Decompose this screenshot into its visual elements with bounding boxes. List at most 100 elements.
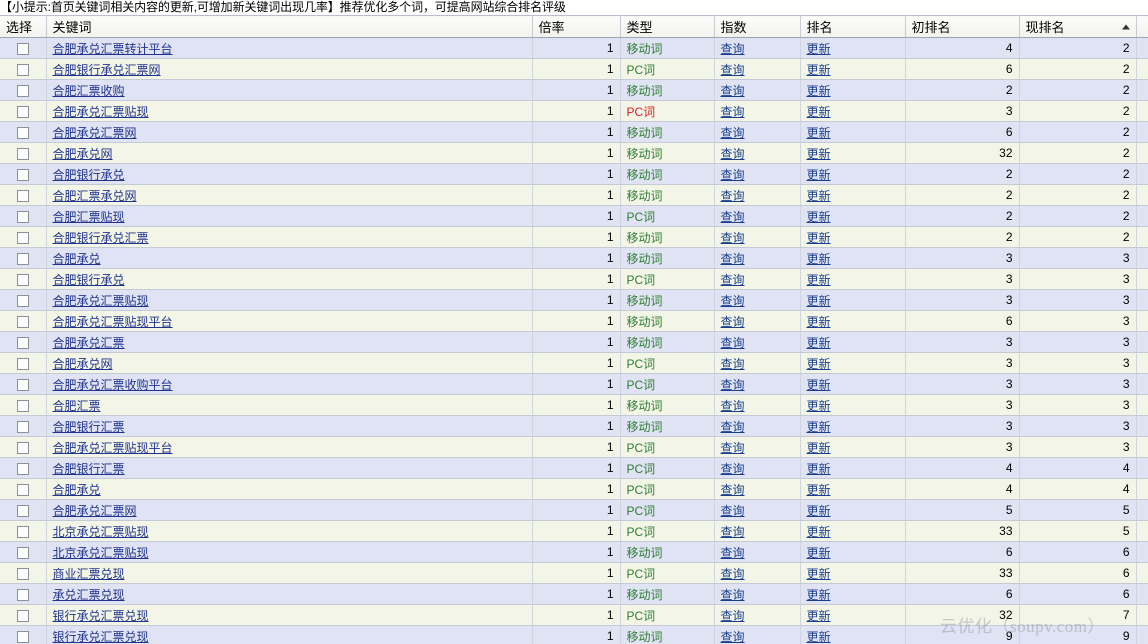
index-cell[interactable]: 查询 xyxy=(714,562,801,584)
rank-update-link[interactable]: 更新 xyxy=(806,272,831,287)
table-row[interactable]: 合肥承兑 1 PC词 查询 更新 4 4 xyxy=(0,478,1148,500)
rank-cell[interactable]: 更新 xyxy=(800,541,906,563)
rank-update-link[interactable]: 更新 xyxy=(806,587,831,602)
index-query-link[interactable]: 查询 xyxy=(720,83,745,98)
row-checkbox[interactable] xyxy=(16,462,29,475)
keyword-cell[interactable]: 合肥承兑汇票贴现平台 xyxy=(46,310,533,332)
rank-cell[interactable]: 更新 xyxy=(800,436,906,458)
keyword-link[interactable]: 合肥银行汇票 xyxy=(52,419,125,434)
row-checkbox[interactable] xyxy=(16,588,29,601)
row-checkbox[interactable] xyxy=(16,336,29,349)
keyword-cell[interactable]: 合肥承兑网 xyxy=(46,352,533,374)
index-cell[interactable]: 查询 xyxy=(714,457,801,479)
index-query-link[interactable]: 查询 xyxy=(720,524,745,539)
keyword-link[interactable]: 商业汇票兑现 xyxy=(52,566,125,581)
table-row[interactable]: 合肥承兑汇票贴现 1 移动词 查询 更新 3 3 xyxy=(0,289,1148,311)
keyword-link[interactable]: 合肥承兑汇票网 xyxy=(52,503,137,518)
rank-cell[interactable]: 更新 xyxy=(800,520,906,542)
keyword-link[interactable]: 合肥承兑 xyxy=(52,251,101,266)
rank-cell[interactable]: 更新 xyxy=(800,499,906,521)
index-cell[interactable]: 查询 xyxy=(714,604,801,626)
row-select-cell[interactable] xyxy=(0,373,47,395)
keyword-link[interactable]: 合肥承兑汇票贴现 xyxy=(52,104,149,119)
row-checkbox[interactable] xyxy=(16,567,29,580)
table-row[interactable]: 合肥承兑汇票转计平台 1 移动词 查询 更新 4 2 xyxy=(0,37,1148,59)
column-header-initrank[interactable]: 初排名 xyxy=(905,15,1020,38)
index-cell[interactable]: 查询 xyxy=(714,100,801,122)
keyword-cell[interactable]: 合肥承兑 xyxy=(46,478,533,500)
row-select-cell[interactable] xyxy=(0,457,47,479)
column-header-index[interactable]: 指数 xyxy=(714,15,801,38)
rank-update-link[interactable]: 更新 xyxy=(806,167,831,182)
rank-cell[interactable]: 更新 xyxy=(800,142,906,164)
keyword-link[interactable]: 合肥承兑汇票贴现平台 xyxy=(52,314,173,329)
index-query-link[interactable]: 查询 xyxy=(720,587,745,602)
table-row[interactable]: 合肥承兑汇票 1 移动词 查询 更新 3 3 xyxy=(0,331,1148,353)
row-checkbox[interactable] xyxy=(16,252,29,265)
table-row[interactable]: 合肥承兑汇票贴现平台 1 移动词 查询 更新 6 3 xyxy=(0,310,1148,332)
table-row[interactable]: 承兑汇票兑现 1 移动词 查询 更新 6 6 xyxy=(0,583,1148,605)
row-select-cell[interactable] xyxy=(0,163,47,185)
table-row[interactable]: 合肥汇票贴现 1 PC词 查询 更新 2 2 xyxy=(0,205,1148,227)
column-header-keyword[interactable]: 关键词 xyxy=(46,15,533,38)
index-cell[interactable]: 查询 xyxy=(714,226,801,248)
index-query-link[interactable]: 查询 xyxy=(720,440,745,455)
index-query-link[interactable]: 查询 xyxy=(720,461,745,476)
index-query-link[interactable]: 查询 xyxy=(720,62,745,77)
row-checkbox[interactable] xyxy=(16,315,29,328)
index-cell[interactable]: 查询 xyxy=(714,289,801,311)
rank-cell[interactable]: 更新 xyxy=(800,562,906,584)
column-header-select[interactable]: 选择 xyxy=(0,15,47,38)
table-row[interactable]: 合肥汇票 1 移动词 查询 更新 3 3 xyxy=(0,394,1148,416)
keyword-cell[interactable]: 合肥银行承兑汇票 xyxy=(46,226,533,248)
index-query-link[interactable]: 查询 xyxy=(720,167,745,182)
keyword-link[interactable]: 承兑汇票兑现 xyxy=(52,587,125,602)
table-row[interactable]: 合肥承兑汇票网 1 移动词 查询 更新 6 2 xyxy=(0,121,1148,143)
table-row[interactable]: 商业汇票兑现 1 PC词 查询 更新 33 6 xyxy=(0,562,1148,584)
row-select-cell[interactable] xyxy=(0,310,47,332)
row-select-cell[interactable] xyxy=(0,142,47,164)
rank-cell[interactable]: 更新 xyxy=(800,37,906,59)
row-checkbox[interactable] xyxy=(16,525,29,538)
index-query-link[interactable]: 查询 xyxy=(720,566,745,581)
keyword-cell[interactable]: 合肥承兑 xyxy=(46,247,533,269)
rank-update-link[interactable]: 更新 xyxy=(806,188,831,203)
rank-cell[interactable]: 更新 xyxy=(800,310,906,332)
keyword-cell[interactable]: 合肥银行承兑汇票网 xyxy=(46,58,533,80)
row-select-cell[interactable] xyxy=(0,604,47,626)
rank-update-link[interactable]: 更新 xyxy=(806,356,831,371)
rank-cell[interactable]: 更新 xyxy=(800,247,906,269)
index-cell[interactable]: 查询 xyxy=(714,163,801,185)
rank-cell[interactable]: 更新 xyxy=(800,163,906,185)
rank-update-link[interactable]: 更新 xyxy=(806,398,831,413)
row-checkbox[interactable] xyxy=(16,504,29,517)
rank-update-link[interactable]: 更新 xyxy=(806,524,831,539)
index-cell[interactable]: 查询 xyxy=(714,373,801,395)
rank-cell[interactable]: 更新 xyxy=(800,373,906,395)
index-cell[interactable]: 查询 xyxy=(714,247,801,269)
index-cell[interactable]: 查询 xyxy=(714,541,801,563)
keyword-cell[interactable]: 合肥银行承兑 xyxy=(46,268,533,290)
index-query-link[interactable]: 查询 xyxy=(720,377,745,392)
keyword-link[interactable]: 合肥承兑汇票贴现 xyxy=(52,293,149,308)
rank-cell[interactable]: 更新 xyxy=(800,100,906,122)
keyword-link[interactable]: 合肥承兑汇票转计平台 xyxy=(52,41,173,56)
keyword-link[interactable]: 合肥银行承兑 xyxy=(52,272,125,287)
keyword-cell[interactable]: 合肥银行承兑 xyxy=(46,163,533,185)
keyword-link[interactable]: 合肥承兑汇票 xyxy=(52,335,125,350)
row-select-cell[interactable] xyxy=(0,268,47,290)
rank-update-link[interactable]: 更新 xyxy=(806,125,831,140)
rank-cell[interactable]: 更新 xyxy=(800,226,906,248)
index-query-link[interactable]: 查询 xyxy=(720,104,745,119)
table-row[interactable]: 合肥承兑汇票贴现 1 PC词 查询 更新 3 2 xyxy=(0,100,1148,122)
rank-cell[interactable]: 更新 xyxy=(800,79,906,101)
rank-update-link[interactable]: 更新 xyxy=(806,335,831,350)
keyword-cell[interactable]: 合肥承兑汇票收购平台 xyxy=(46,373,533,395)
index-cell[interactable]: 查询 xyxy=(714,79,801,101)
index-cell[interactable]: 查询 xyxy=(714,394,801,416)
row-checkbox[interactable] xyxy=(16,609,29,622)
index-query-link[interactable]: 查询 xyxy=(720,629,745,644)
row-checkbox[interactable] xyxy=(16,441,29,454)
index-cell[interactable]: 查询 xyxy=(714,184,801,206)
triangle-up-icon[interactable] xyxy=(1121,24,1130,29)
